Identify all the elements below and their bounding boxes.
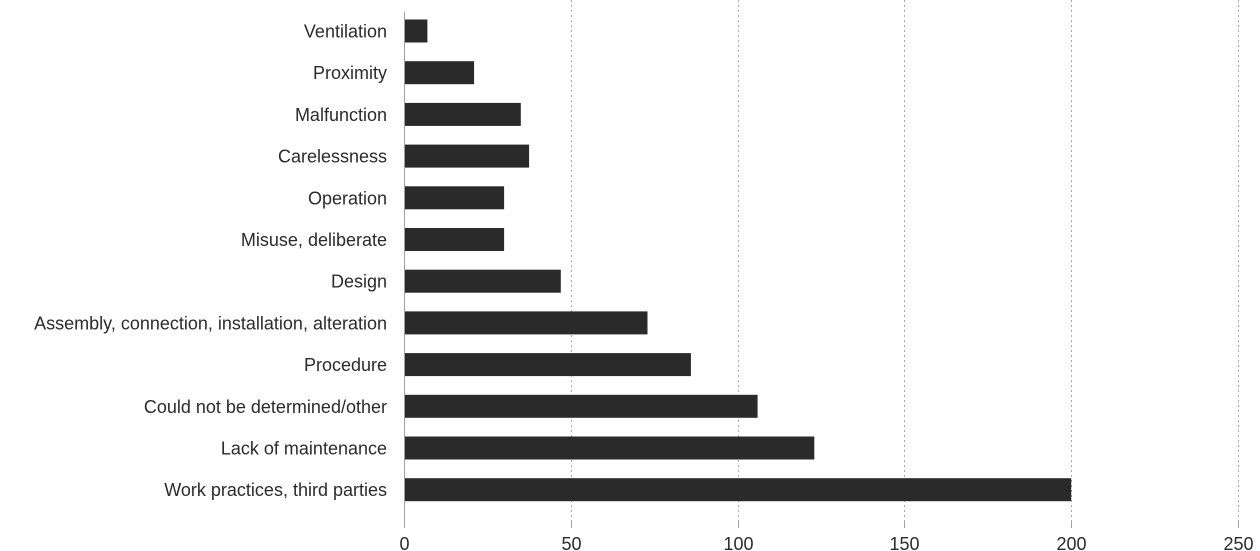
bar [405,186,505,210]
category-label: Malfunction [295,105,387,125]
bar [405,311,648,335]
category-label-layer: Ventilation Proximity Malfunction Carelessn… [34,22,387,501]
bar [405,19,428,43]
bar [405,144,530,168]
x-tick-label: 0 [399,534,409,551]
category-label: Could not be determined/other [144,397,387,417]
bar [405,394,758,418]
x-tick-layer: 0 50 100 150 200 250 [399,522,1254,551]
bar [405,61,475,85]
bar-layer [405,19,1072,502]
category-label: Carelessness [278,147,387,167]
category-label: Ventilation [304,22,387,42]
category-label: Procedure [304,355,387,375]
category-label: Work practices, third parties [164,480,387,500]
x-tick-label: 100 [723,534,753,551]
x-tick-label: 250 [1223,534,1253,551]
category-label: Proximity [313,63,387,83]
grid-layer [571,0,1239,522]
bar [405,436,815,460]
x-tick-label: 150 [889,534,919,551]
category-label: Design [331,272,387,292]
category-label: Assembly, connection, installation, alte… [34,313,387,333]
bar [405,228,505,251]
category-label: Lack of maintenance [221,439,387,459]
category-label: Operation [308,188,387,208]
x-tick-label: 50 [561,534,581,551]
category-label: Misuse, deliberate [241,230,387,250]
bar [405,353,691,377]
x-tick-label: 200 [1056,534,1086,551]
bar [405,269,561,293]
bar [405,478,1072,502]
bar [405,102,521,126]
